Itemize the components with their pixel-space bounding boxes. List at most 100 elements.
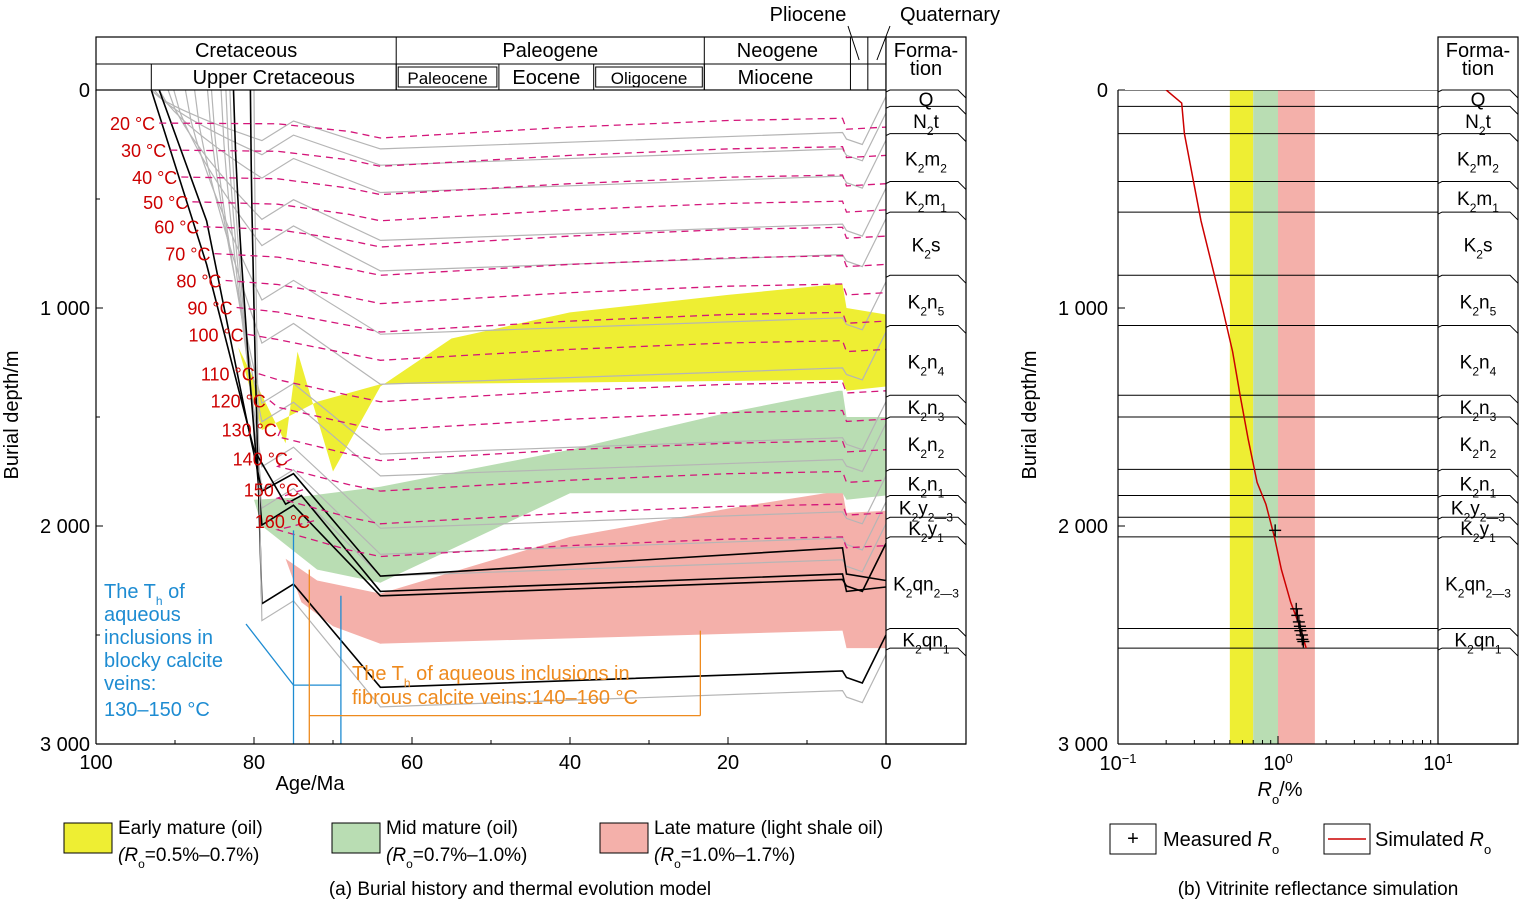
epoch-label: Eocene: [512, 67, 580, 89]
burial-line: [232, 90, 886, 597]
mid-mature-zone: [254, 390, 886, 583]
formation-label-b: K2qn2—3: [1445, 575, 1511, 601]
isotherms: [159, 117, 886, 558]
formation-label-b: K2m1: [1457, 189, 1499, 215]
simulated-ro-curve: [1165, 90, 1307, 649]
simulated-ro-line: [1165, 90, 1307, 649]
isotherm-label: 110 °C: [201, 365, 255, 385]
epoch-label: Upper Cretaceous: [193, 67, 355, 89]
formation-boundary-b: [1437, 394, 1519, 404]
formation-boundaries: [1118, 90, 1438, 649]
burial-line: [167, 90, 886, 242]
panel-a-caption: (a) Burial history and thermal evolution…: [329, 879, 711, 900]
formation-boundary: [885, 181, 967, 190]
formation-label: K2y1: [908, 519, 944, 545]
legend-mid-label: Mid mature (oil): [386, 818, 518, 839]
formation-boundary: [885, 536, 967, 546]
x-axis-label: Age/Ma: [276, 773, 346, 795]
formation-boundary: [885, 647, 967, 657]
formation-label-b: K2n5: [1460, 292, 1497, 318]
formation-label: K2n4: [908, 352, 945, 378]
formation-label: K2s: [912, 236, 941, 262]
formation-label-b: K2n1: [1460, 474, 1497, 500]
epoch-label: Oligocene: [611, 69, 688, 88]
burial-line: [184, 90, 886, 335]
y-tick-label: 3 000: [40, 734, 90, 756]
isotherm-label: 80 °C: [176, 272, 221, 292]
formation-header: Forma-tion: [894, 40, 958, 80]
period-label: Neogene: [737, 40, 818, 62]
legend-early-sub: (Ro=0.5%–0.7%): [118, 845, 259, 871]
legend-measured-label: Measured Ro: [1163, 829, 1279, 857]
x-tick-label-b: 10−1: [1099, 751, 1136, 776]
epoch-box: [595, 66, 703, 88]
formation-boundary-b: [1437, 274, 1519, 284]
formation-boundary-b: [1437, 324, 1519, 334]
formation-boundary-b: [1437, 211, 1519, 221]
legend-measured-swatch: [1109, 823, 1157, 855]
formation-boundary: [885, 416, 967, 426]
formation-label-b: K2n4: [1460, 352, 1497, 378]
burial-line: [253, 90, 886, 708]
formation-label: K2m2: [905, 150, 947, 176]
isotherm-line: [181, 174, 886, 196]
formation-boundary: [885, 105, 967, 115]
formation-label: K2m1: [905, 189, 947, 215]
x-tick-label: 100: [79, 752, 112, 774]
formation-boundary-b: [1437, 536, 1519, 546]
panel-a-chart: 20 °C 30 °C 40 °C 50 °C 60 °C 70 °C 80 °C 90 °C…: [1, 4, 1000, 795]
formation-label: K2n1: [908, 474, 945, 500]
isotherm-label: 150 °C: [244, 481, 299, 501]
panel-a-axes: 100 80 60 40 20 0 0 1 000 2 000 3 000: [40, 80, 966, 774]
epoch-box: [397, 66, 498, 88]
fibrous-annotation: The Th of aqueous inclusions in fibrous …: [352, 663, 638, 709]
isotherm-label: 40 °C: [132, 168, 177, 188]
isotherm-label: 120 °C: [211, 392, 266, 412]
formation-label-b: N2t: [1465, 112, 1491, 138]
formation-boundary-b: [1437, 627, 1519, 637]
period-label: Cretaceous: [195, 40, 297, 62]
formation-boundary-b: [1437, 494, 1519, 504]
formation-label: K2n2: [908, 435, 945, 461]
legend-swatch-mid: [331, 822, 381, 854]
isotherm-line: [214, 252, 886, 276]
x-axis-label-b: Ro/%: [1257, 779, 1302, 807]
isotherm-line: [192, 200, 886, 222]
isotherm-label: 90 °C: [187, 298, 232, 318]
legend-late-label: Late mature (light shale oil): [654, 818, 883, 839]
formation-boundary-b: [1437, 181, 1519, 190]
formation-label: K2qn1: [902, 630, 950, 656]
formation-column-b: Forma-tionQN2tK2m2K2m1K2sK2n5K2n4K2n3K2n…: [1437, 36, 1519, 745]
formation-boundary: [885, 274, 967, 284]
formation-label-b: K2m2: [1457, 150, 1499, 176]
blocky-annotation: The Th of aqueous inclusions in blocky c…: [104, 581, 229, 721]
epoch-label: Miocene: [738, 67, 814, 89]
formation-boundary-b: [1437, 647, 1519, 657]
isotherm-line: [203, 226, 886, 248]
formation-column: Forma-tionQN2tK2m2K2m1K2sK2n5K2n4K2n3K2n…: [885, 36, 967, 745]
period-label: Quaternary: [900, 4, 1000, 26]
burial-line: [150, 90, 886, 150]
isotherm-label: 50 °C: [143, 193, 188, 213]
formation-boundary: [885, 324, 967, 334]
isotherm-line: [236, 306, 886, 333]
burial-lines: [150, 90, 886, 708]
burial-line: [150, 90, 886, 593]
panel-b-legend: + Measured Ro Simulated Ro (b) Vitrinite…: [1109, 823, 1491, 900]
formation-frame: [885, 36, 967, 745]
formation-label-b: K2s: [1464, 236, 1493, 262]
formation-frame-b: [1437, 36, 1519, 745]
isotherm-line: [225, 279, 886, 305]
y-tick-label: 0: [79, 80, 90, 102]
formation-header-b: Forma-tion: [1446, 40, 1510, 80]
isotherm-line: [159, 117, 886, 139]
legend-measured-marker: +: [1127, 828, 1139, 850]
isotherm-labels: 20 °C 30 °C 40 °C 50 °C 60 °C 70 °C 80 °C 90 °C…: [110, 114, 310, 532]
isotherm-label: 130 °C: [222, 421, 277, 441]
formation-label: K2qn2—3: [893, 575, 959, 601]
stratigraphy-header: Cretaceous Paleogene Neogene Pliocene Quater…: [95, 4, 1000, 91]
measured-ro-point: [1296, 633, 1309, 646]
late-mature-zone: [285, 491, 886, 649]
legend-mid-sub: (Ro=0.7%–1.0%): [386, 845, 527, 871]
x-tick-label-b: 100: [1263, 751, 1292, 776]
